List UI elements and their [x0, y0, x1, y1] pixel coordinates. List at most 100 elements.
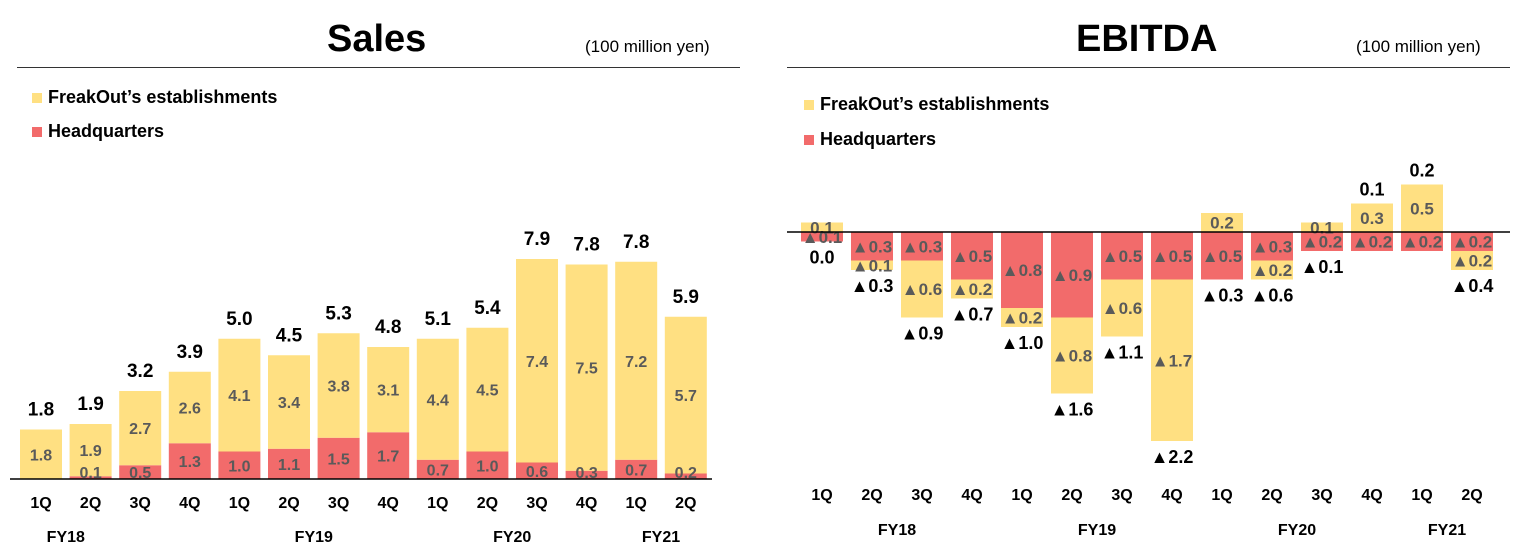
x-tick-label: 1Q [1411, 487, 1432, 504]
x-tick-label: 3Q [1111, 487, 1132, 504]
ebitda-panel: EBITDA (100 million yen) FreakOut’s esta… [760, 0, 1526, 554]
value-label-establishments: ▲0.6 [902, 280, 942, 299]
bar-headquarters [516, 462, 558, 479]
bar-establishments [268, 355, 310, 449]
value-label-establishments: ▲1.7 [1152, 351, 1192, 370]
value-label-headquarters: 0.5 [129, 465, 151, 482]
bar-headquarters [119, 465, 162, 479]
bar-establishments [901, 260, 943, 318]
total-label: ▲0.1 [1301, 257, 1344, 277]
x-tick-label: 1Q [427, 495, 448, 512]
x-tick-label: 4Q [179, 495, 200, 512]
x-tick-label: 4Q [961, 487, 982, 504]
legend-swatch-headquarters [32, 126, 42, 137]
value-label-establishments: 0.3 [1360, 209, 1384, 228]
value-label-headquarters: 1.3 [179, 454, 201, 471]
x-tick-label: 3Q [526, 495, 547, 512]
value-label-headquarters: 1.7 [377, 449, 399, 466]
fiscal-year-label: FY18 [878, 522, 916, 539]
total-label: ▲1.1 [1101, 343, 1144, 363]
x-tick-label: 4Q [576, 495, 597, 512]
total-label: ▲0.3 [1201, 286, 1244, 306]
value-label-establishments: 3.4 [278, 395, 300, 412]
x-tick-label: 2Q [1461, 487, 1482, 504]
value-label-establishments: 4.5 [476, 383, 498, 400]
value-label-establishments: 5.7 [675, 388, 697, 405]
bar-establishments [317, 333, 360, 438]
value-label-headquarters: ▲0.5 [1102, 247, 1142, 266]
legend-label: Headquarters [48, 121, 165, 141]
bar-headquarters [1201, 232, 1243, 280]
total-label: 7.8 [623, 232, 649, 253]
legend-swatch-establishments [32, 92, 42, 103]
total-label: 7.9 [524, 229, 550, 250]
bar-establishments [416, 338, 459, 460]
value-label-headquarters: ▲0.3 [1252, 237, 1292, 256]
bar-establishments [466, 327, 509, 452]
x-tick-label: 3Q [328, 495, 349, 512]
x-tick-label: 1Q [626, 495, 647, 512]
value-label-headquarters: 0.7 [625, 462, 647, 479]
value-label-headquarters: 0.6 [526, 464, 548, 481]
value-label-headquarters: ▲0.5 [1152, 247, 1192, 266]
ebitda-title: EBITDA [1076, 18, 1218, 60]
legend-swatch-headquarters [804, 134, 814, 145]
sales-title-rule [17, 67, 740, 68]
fiscal-year-label: FY20 [1278, 522, 1316, 539]
ebitda-unit: (100 million yen) [1356, 37, 1481, 56]
total-label: ▲1.0 [1001, 333, 1044, 353]
bar-headquarters [416, 459, 459, 479]
value-label-establishments: 1.8 [30, 447, 52, 464]
bar-headquarters [951, 232, 993, 280]
total-label: 0.2 [1409, 161, 1434, 181]
value-label-headquarters: 0.3 [575, 465, 597, 482]
x-tick-label: 3Q [911, 487, 932, 504]
bar-headquarters [615, 459, 658, 479]
bar-establishments [1301, 222, 1343, 232]
value-label-establishments: 7.5 [575, 361, 597, 378]
value-label-headquarters: 0.1 [79, 465, 101, 482]
bar-establishments [1051, 317, 1093, 394]
bar-establishments [119, 391, 162, 466]
bar-headquarters [1101, 232, 1143, 280]
bar-headquarters [69, 476, 112, 479]
sales-legend-establishments: FreakOut’s establishments [32, 87, 277, 108]
x-tick-label: 1Q [1211, 487, 1232, 504]
value-label-establishments: ▲0.8 [1052, 347, 1092, 366]
total-label: ▲1.6 [1051, 400, 1094, 420]
total-label: 0.0 [809, 248, 834, 268]
sales-title: Sales [327, 18, 427, 60]
value-label-headquarters: ▲0.2 [1302, 233, 1342, 252]
sales-legend-headquarters: Headquarters [32, 121, 164, 142]
value-label-establishments: 4.1 [228, 388, 250, 405]
x-tick-label: 2Q [477, 495, 498, 512]
value-label-headquarters: ▲0.5 [1202, 247, 1242, 266]
value-label-establishments: 0.1 [810, 218, 834, 237]
value-label-establishments: ▲0.6 [1102, 299, 1142, 318]
sales-panel: Sales (100 million yen) FreakOut’s estab… [0, 0, 760, 554]
bar-headquarters [367, 432, 410, 479]
bar-headquarters [801, 232, 843, 242]
total-label: 0.1 [1359, 180, 1384, 200]
bar-headquarters [268, 448, 310, 479]
value-label-headquarters: 1.1 [278, 457, 300, 474]
fiscal-year-label: FY21 [642, 529, 680, 546]
bar-establishments [1451, 251, 1493, 270]
x-tick-label: 2Q [80, 495, 101, 512]
legend-label: Headquarters [820, 129, 937, 149]
value-label-headquarters: ▲0.3 [852, 237, 892, 256]
value-label-establishments: 7.2 [625, 354, 647, 371]
bar-establishments [367, 347, 410, 433]
value-label-establishments: 2.6 [179, 401, 201, 418]
value-label-establishments: ▲0.2 [1252, 261, 1292, 280]
bar-headquarters [901, 232, 943, 261]
bar-headquarters [1401, 232, 1443, 251]
x-tick-label: 1Q [229, 495, 250, 512]
bar-establishments [168, 371, 211, 444]
value-label-headquarters: ▲0.8 [1002, 261, 1042, 280]
bar-headquarters [317, 437, 360, 479]
bar-headquarters [851, 232, 893, 261]
ebitda-legend-establishments: FreakOut’s establishments [804, 94, 1049, 115]
x-tick-label: 2Q [861, 487, 882, 504]
total-label: 5.4 [474, 298, 501, 319]
